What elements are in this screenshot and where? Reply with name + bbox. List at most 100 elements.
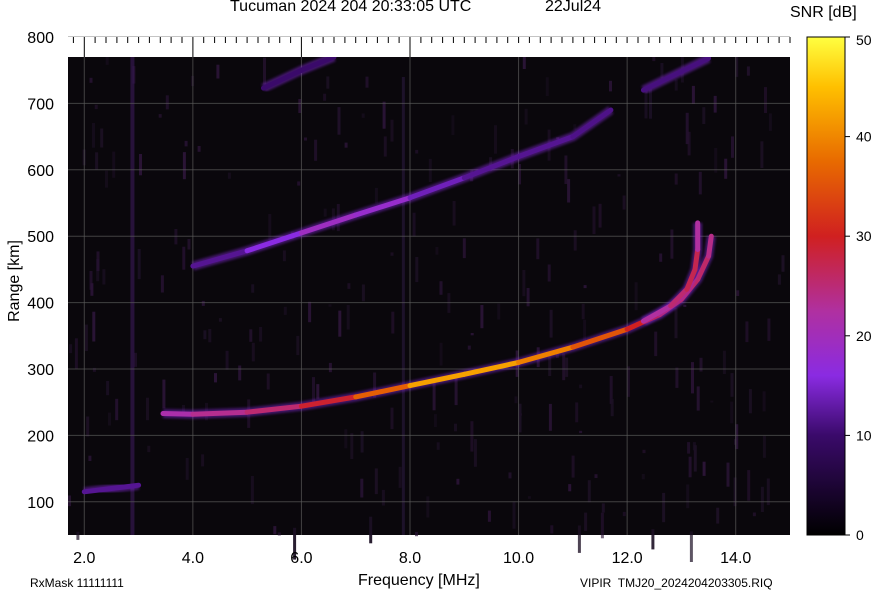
noise-streak <box>579 384 583 389</box>
trace-segment <box>640 69 684 93</box>
noise-streak <box>675 367 679 388</box>
noise-streak <box>600 512 604 539</box>
noise-streak <box>251 342 255 362</box>
noise-streak <box>328 362 332 373</box>
noise-streak <box>699 357 703 372</box>
noise-streak <box>68 495 71 507</box>
noise-streak <box>165 95 169 110</box>
noise-streak <box>581 303 585 320</box>
noise-streak <box>598 203 602 228</box>
y-tick-label: 300 <box>27 362 54 379</box>
noise-streak <box>518 413 522 416</box>
noise-streak <box>415 257 419 283</box>
noise-streak <box>610 398 614 417</box>
trace-segment <box>678 55 712 74</box>
trace-segment <box>260 67 304 91</box>
noise-streak <box>766 478 770 506</box>
noise-streak <box>518 403 522 433</box>
noise-streak <box>746 66 750 76</box>
noise-streak <box>547 264 551 282</box>
trace-segment <box>407 371 467 389</box>
traces <box>81 52 716 497</box>
trace-segment <box>516 344 576 365</box>
noise-streak <box>674 79 678 91</box>
noise-streak <box>251 284 255 293</box>
noise-streak <box>760 141 764 168</box>
noise-streak <box>526 288 530 307</box>
noise-streak <box>304 137 307 141</box>
noise-streak <box>273 526 277 535</box>
noise-streak <box>158 114 162 118</box>
noise-streak <box>584 512 588 531</box>
y-tick-label: 400 <box>27 296 54 313</box>
noise-streak <box>524 108 528 125</box>
noise-streak <box>225 350 229 370</box>
x-axis-label: Frequency [MHz] <box>358 572 480 589</box>
noise-streak <box>579 430 583 434</box>
noise-streak <box>203 330 207 340</box>
noise-streak <box>89 271 93 290</box>
noise-streak <box>436 442 440 450</box>
noise-streak <box>764 87 767 113</box>
noise-streak <box>96 251 100 272</box>
noise-streak <box>683 304 687 307</box>
noise-streak <box>651 529 655 550</box>
vertical-streak <box>130 37 135 535</box>
noise-streak <box>691 362 694 394</box>
noise-streak <box>297 181 301 186</box>
x-tick-label: 10.0 <box>503 550 534 567</box>
noise-streak <box>748 389 752 414</box>
noise-streak <box>344 142 348 148</box>
y-tick-label: 200 <box>27 428 54 445</box>
noise-streak <box>89 77 93 83</box>
noise-streak <box>391 311 395 334</box>
noise-streak <box>435 246 439 255</box>
noise-streak <box>731 136 734 158</box>
noise-streak <box>687 442 691 454</box>
noise-streak <box>716 507 720 524</box>
noise-streak <box>659 253 663 262</box>
noise-streak <box>473 439 477 467</box>
noise-streak <box>95 152 99 170</box>
y-tick-label: 500 <box>27 229 54 246</box>
noise-streak <box>549 309 553 338</box>
noise-streak <box>713 95 717 113</box>
noise-streak <box>162 379 166 409</box>
noise-streak <box>518 164 521 185</box>
noise-streak <box>733 477 737 507</box>
noise-streak <box>390 252 394 256</box>
noise-streak <box>216 64 220 79</box>
noise-streak <box>592 206 596 235</box>
trace-segment <box>516 134 576 159</box>
noise-streak <box>777 274 781 285</box>
noise-streak <box>259 327 263 342</box>
noise-streak <box>350 433 354 459</box>
noise-streak <box>160 275 164 293</box>
noise-streak <box>696 386 700 411</box>
y-tick-label: 100 <box>27 495 54 512</box>
noise-streak <box>562 353 566 381</box>
y-tick-label: 600 <box>27 163 54 180</box>
noise-streak <box>94 104 98 110</box>
y-tick-label: 800 <box>27 30 54 47</box>
noise-streak <box>100 128 104 148</box>
noise-streak <box>374 187 378 204</box>
noise-streak <box>92 367 96 372</box>
noise-streak <box>314 139 318 161</box>
noise-streak <box>470 421 474 452</box>
noise-streak <box>768 113 772 131</box>
noise-streak <box>218 318 222 322</box>
noise-streak <box>249 329 253 342</box>
noise-streak <box>548 403 552 431</box>
noise-streak <box>347 283 351 289</box>
chart-title: Tucuman 2024 204 20:33:05 UTC <box>230 0 472 15</box>
noise-streak <box>69 344 73 354</box>
noise-streak <box>112 151 116 178</box>
noise-streak <box>338 310 342 337</box>
x-tick-label: 8.0 <box>399 550 421 567</box>
noise-streak <box>730 401 734 424</box>
x-ticks: 2.0 4.0 6.0 8.0 10.0 12.0 14.0 <box>73 550 751 567</box>
noise-streak <box>698 171 702 195</box>
noise-streak <box>268 214 272 241</box>
noise-streak <box>762 435 766 458</box>
